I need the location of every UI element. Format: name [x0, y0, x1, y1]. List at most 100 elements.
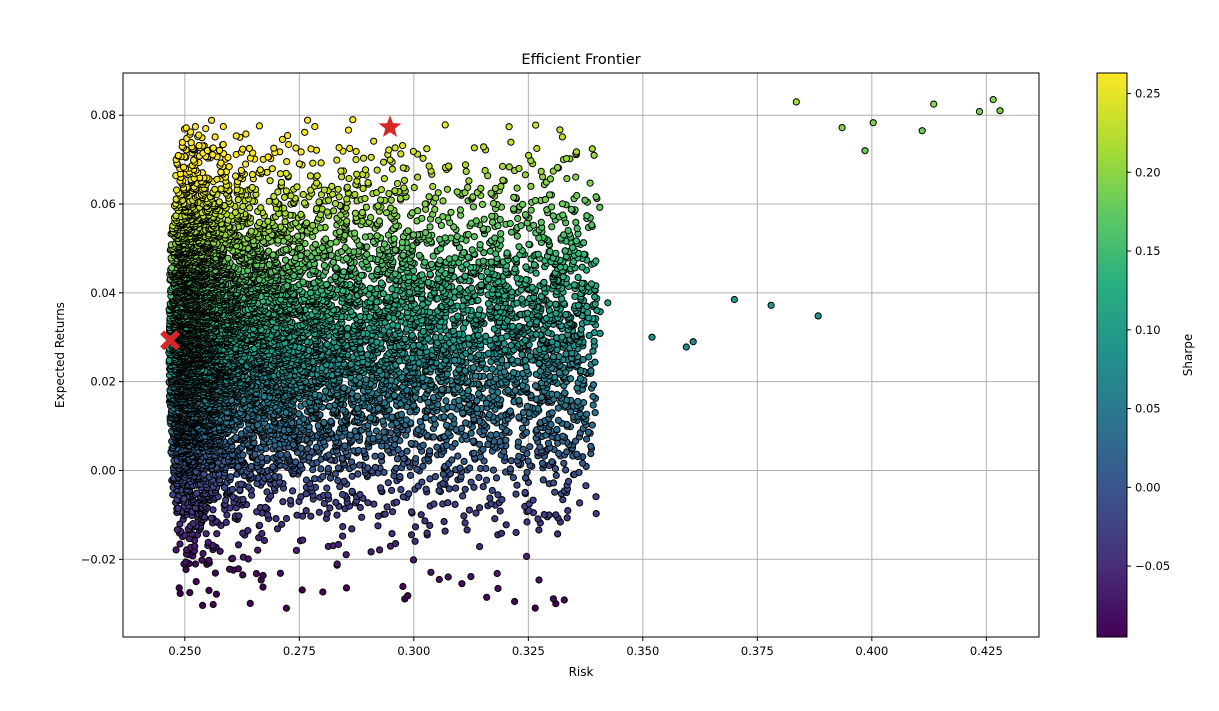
portfolio-point — [538, 393, 546, 401]
portfolio-point — [307, 512, 315, 520]
portfolio-point — [199, 601, 207, 610]
portfolio-point — [488, 365, 496, 373]
portfolio-point — [460, 457, 468, 465]
portfolio-point — [540, 510, 548, 519]
portfolio-point — [327, 417, 335, 425]
portfolio-point — [563, 514, 571, 522]
portfolio-point — [492, 430, 500, 439]
portfolio-point — [426, 447, 434, 455]
portfolio-point — [532, 382, 540, 390]
portfolio-point — [464, 386, 472, 395]
portfolio-point — [447, 412, 455, 420]
portfolio-point — [587, 367, 595, 375]
portfolio-point — [454, 452, 462, 460]
portfolio-point — [504, 386, 512, 394]
portfolio-point — [176, 520, 184, 528]
portfolio-point — [384, 479, 392, 487]
portfolio-point — [389, 508, 397, 516]
portfolio-point — [497, 529, 506, 537]
portfolio-point — [452, 484, 460, 492]
portfolio-point — [278, 520, 286, 528]
portfolio-point — [358, 513, 366, 521]
portfolio-point — [222, 496, 230, 504]
portfolio-point — [494, 491, 502, 499]
portfolio-point — [467, 478, 475, 486]
portfolio-point — [293, 511, 301, 519]
portfolio-point — [407, 439, 415, 448]
portfolio-point — [470, 449, 478, 457]
portfolio-point — [271, 472, 279, 480]
portfolio-point — [191, 560, 200, 568]
portfolio-point — [186, 589, 194, 597]
portfolio-point — [377, 452, 385, 460]
portfolio-point — [501, 346, 509, 354]
portfolio-point — [376, 546, 384, 554]
portfolio-point — [302, 476, 310, 484]
portfolio-point — [498, 496, 506, 504]
portfolio-point — [205, 556, 213, 564]
portfolio-point — [227, 473, 235, 481]
portfolio-point — [585, 353, 593, 361]
scatter-points — [165, 96, 1004, 612]
portfolio-point — [354, 470, 362, 478]
portfolio-point — [319, 588, 327, 596]
portfolio-point — [524, 457, 532, 465]
portfolio-point — [442, 397, 450, 405]
portfolio-point — [485, 411, 493, 419]
portfolio-point — [589, 381, 598, 389]
portfolio-point — [518, 351, 526, 359]
portfolio-point — [475, 473, 483, 482]
portfolio-point — [297, 444, 305, 452]
portfolio-point — [529, 496, 537, 504]
portfolio-point — [451, 356, 459, 364]
portfolio-point — [372, 427, 380, 435]
portfolio-point — [331, 470, 339, 478]
portfolio-point — [340, 384, 348, 392]
portfolio-point — [367, 548, 375, 556]
portfolio-point — [411, 523, 420, 531]
portfolio-point — [204, 538, 212, 546]
portfolio-point — [576, 375, 585, 383]
portfolio-point — [488, 486, 496, 495]
portfolio-point — [422, 485, 430, 493]
portfolio-point — [486, 494, 494, 502]
portfolio-point — [486, 372, 494, 380]
portfolio-point — [229, 493, 237, 501]
portfolio-point — [257, 453, 266, 461]
portfolio-point — [412, 455, 420, 463]
portfolio-point — [730, 295, 739, 304]
portfolio-point — [523, 468, 531, 476]
portfolio-point — [289, 487, 297, 495]
portfolio-point — [441, 527, 449, 535]
portfolio-point — [209, 600, 217, 609]
portfolio-point — [548, 458, 556, 466]
portfolio-point — [239, 571, 247, 579]
portfolio-point — [648, 333, 656, 341]
portfolio-point — [401, 335, 409, 343]
portfolio-point — [340, 477, 348, 485]
portfolio-point — [460, 512, 468, 520]
portfolio-point — [192, 578, 200, 586]
portfolio-point — [258, 529, 266, 538]
portfolio-point — [283, 450, 291, 459]
portfolio-point — [535, 576, 543, 584]
portfolio-point — [496, 507, 504, 515]
portfolio-point — [461, 485, 469, 493]
portfolio-point — [395, 357, 403, 365]
portfolio-point — [552, 471, 560, 479]
portfolio-point — [229, 554, 237, 563]
portfolio-point — [407, 508, 416, 516]
portfolio-point — [237, 480, 245, 488]
portfolio-point — [332, 498, 340, 506]
portfolio-point — [442, 421, 451, 429]
portfolio-point — [482, 476, 491, 484]
portfolio-point — [202, 530, 210, 538]
portfolio-point — [503, 361, 511, 369]
portfolio-point — [254, 546, 262, 554]
portfolio-point — [502, 521, 510, 529]
portfolio-point — [371, 452, 379, 460]
portfolio-point — [523, 518, 531, 526]
portfolio-point — [286, 496, 295, 504]
portfolio-point — [189, 520, 197, 528]
portfolio-point — [494, 388, 502, 396]
